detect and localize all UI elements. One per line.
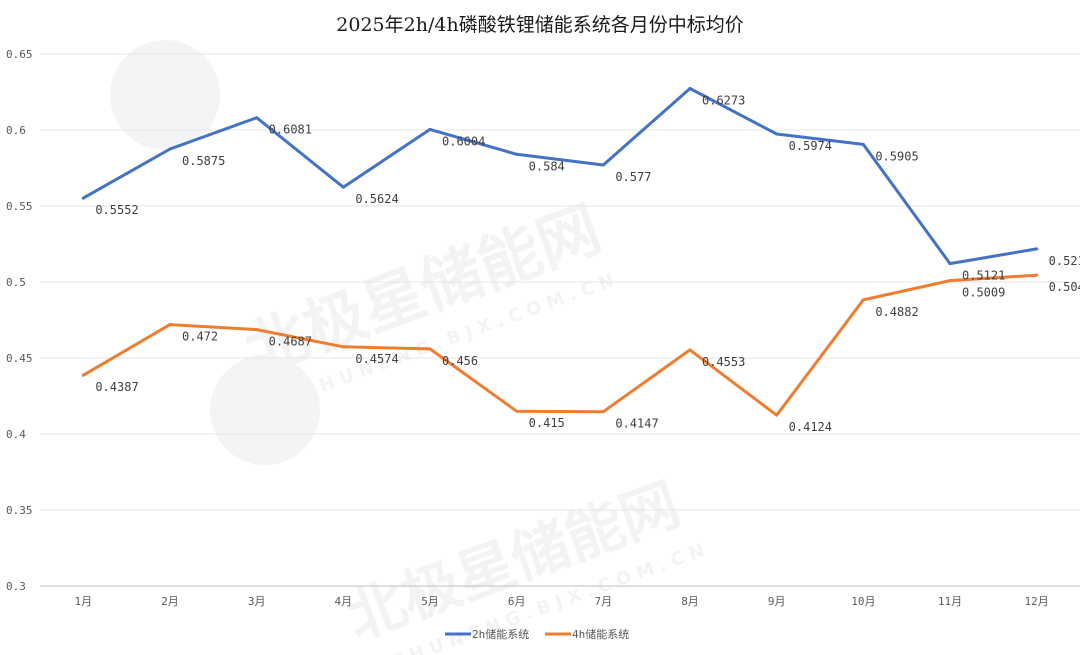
data-label: 0.5552 — [95, 203, 138, 217]
data-label: 0.4147 — [615, 417, 658, 431]
data-point — [1035, 273, 1039, 277]
x-tick-label: 6月 — [508, 595, 526, 608]
data-label: 0.4387 — [95, 380, 138, 394]
x-tick-label: 7月 — [595, 595, 613, 608]
data-label: 0.5905 — [875, 149, 918, 163]
data-point — [515, 409, 519, 413]
data-point — [81, 196, 85, 200]
y-tick-label: 0.3 — [6, 580, 26, 593]
data-point — [601, 163, 605, 167]
chart-title: 2025年2h/4h磷酸铁锂储能系统各月份中标均价 — [336, 14, 744, 36]
data-label: 0.5974 — [789, 139, 832, 153]
data-point — [948, 262, 952, 266]
data-point — [775, 132, 779, 136]
data-point — [255, 328, 259, 332]
x-tick-label: 5月 — [421, 595, 439, 608]
data-label: 0.4124 — [789, 420, 832, 434]
data-label: 0.472 — [182, 330, 218, 344]
data-label: 0.6273 — [702, 94, 745, 108]
data-point — [688, 87, 692, 91]
x-tick-label: 4月 — [335, 595, 353, 608]
data-label: 0.5121 — [962, 269, 1005, 283]
data-point — [861, 142, 865, 146]
data-point — [255, 116, 259, 120]
data-point — [1035, 247, 1039, 251]
y-tick-label: 0.5 — [6, 276, 26, 289]
legend: 2h储能系统 4h储能系统 — [445, 627, 629, 641]
data-label: 0.4882 — [875, 305, 918, 319]
series-line — [81, 87, 1039, 266]
x-tick-label: 1月 — [75, 595, 93, 608]
y-tick-label: 0.4 — [6, 428, 26, 441]
data-label: 0.4687 — [269, 335, 312, 349]
x-tick-label: 3月 — [248, 595, 266, 608]
series-layer — [81, 87, 1039, 417]
data-label: 0.4574 — [355, 352, 398, 366]
axis-layer: 0.3 0.35 0.4 0.45 0.5 0.55 0.6 0.65 1月 2月 3月 4月 5月 6月… — [6, 48, 1049, 608]
x-tick-label: 10月 — [851, 595, 875, 608]
data-point — [341, 185, 345, 189]
data-point — [81, 373, 85, 377]
x-tick-label: 11月 — [938, 595, 962, 608]
data-point — [948, 279, 952, 283]
data-label: 0.5624 — [355, 192, 398, 206]
y-tick-label: 0.55 — [6, 200, 33, 213]
y-tick-label: 0.35 — [6, 504, 33, 517]
legend-label: 4h储能系统 — [572, 627, 629, 641]
y-tick-label: 0.45 — [6, 352, 33, 365]
data-label: 0.584 — [529, 159, 565, 173]
data-label: 0.5009 — [962, 286, 1005, 300]
data-label: 0.5875 — [182, 154, 225, 168]
data-point — [428, 127, 432, 131]
data-label: 0.6004 — [442, 134, 485, 148]
data-point — [515, 152, 519, 156]
y-tick-label: 0.65 — [6, 48, 33, 61]
data-point — [428, 347, 432, 351]
y-tick-label: 0.6 — [6, 124, 26, 137]
data-label: 0.5045 — [1049, 280, 1080, 294]
data-label: 0.6081 — [269, 123, 312, 137]
legend-label: 2h储能系统 — [472, 627, 529, 641]
x-tick-label: 2月 — [161, 595, 179, 608]
data-point — [341, 345, 345, 349]
data-point — [168, 323, 172, 327]
data-point — [601, 410, 605, 414]
data-label: 0.415 — [529, 416, 565, 430]
watermark-logo-icon — [210, 355, 320, 465]
data-point — [168, 147, 172, 151]
x-tick-label: 8月 — [681, 595, 699, 608]
x-tick-label: 12月 — [1025, 595, 1049, 608]
data-label: 0.577 — [615, 170, 651, 184]
series-line — [81, 273, 1039, 417]
watermark-logo-icon — [110, 40, 220, 150]
data-label: 0.4553 — [702, 355, 745, 369]
data-point — [688, 348, 692, 352]
x-tick-label: 9月 — [768, 595, 786, 608]
data-point — [775, 413, 779, 417]
data-label: 0.456 — [442, 354, 478, 368]
data-point — [861, 298, 865, 302]
data-label: 0.5218 — [1049, 254, 1080, 268]
data-label-layer: 0.5552 0.5875 0.6081 0.5624 0.6004 0.584 0.577… — [95, 94, 1080, 435]
